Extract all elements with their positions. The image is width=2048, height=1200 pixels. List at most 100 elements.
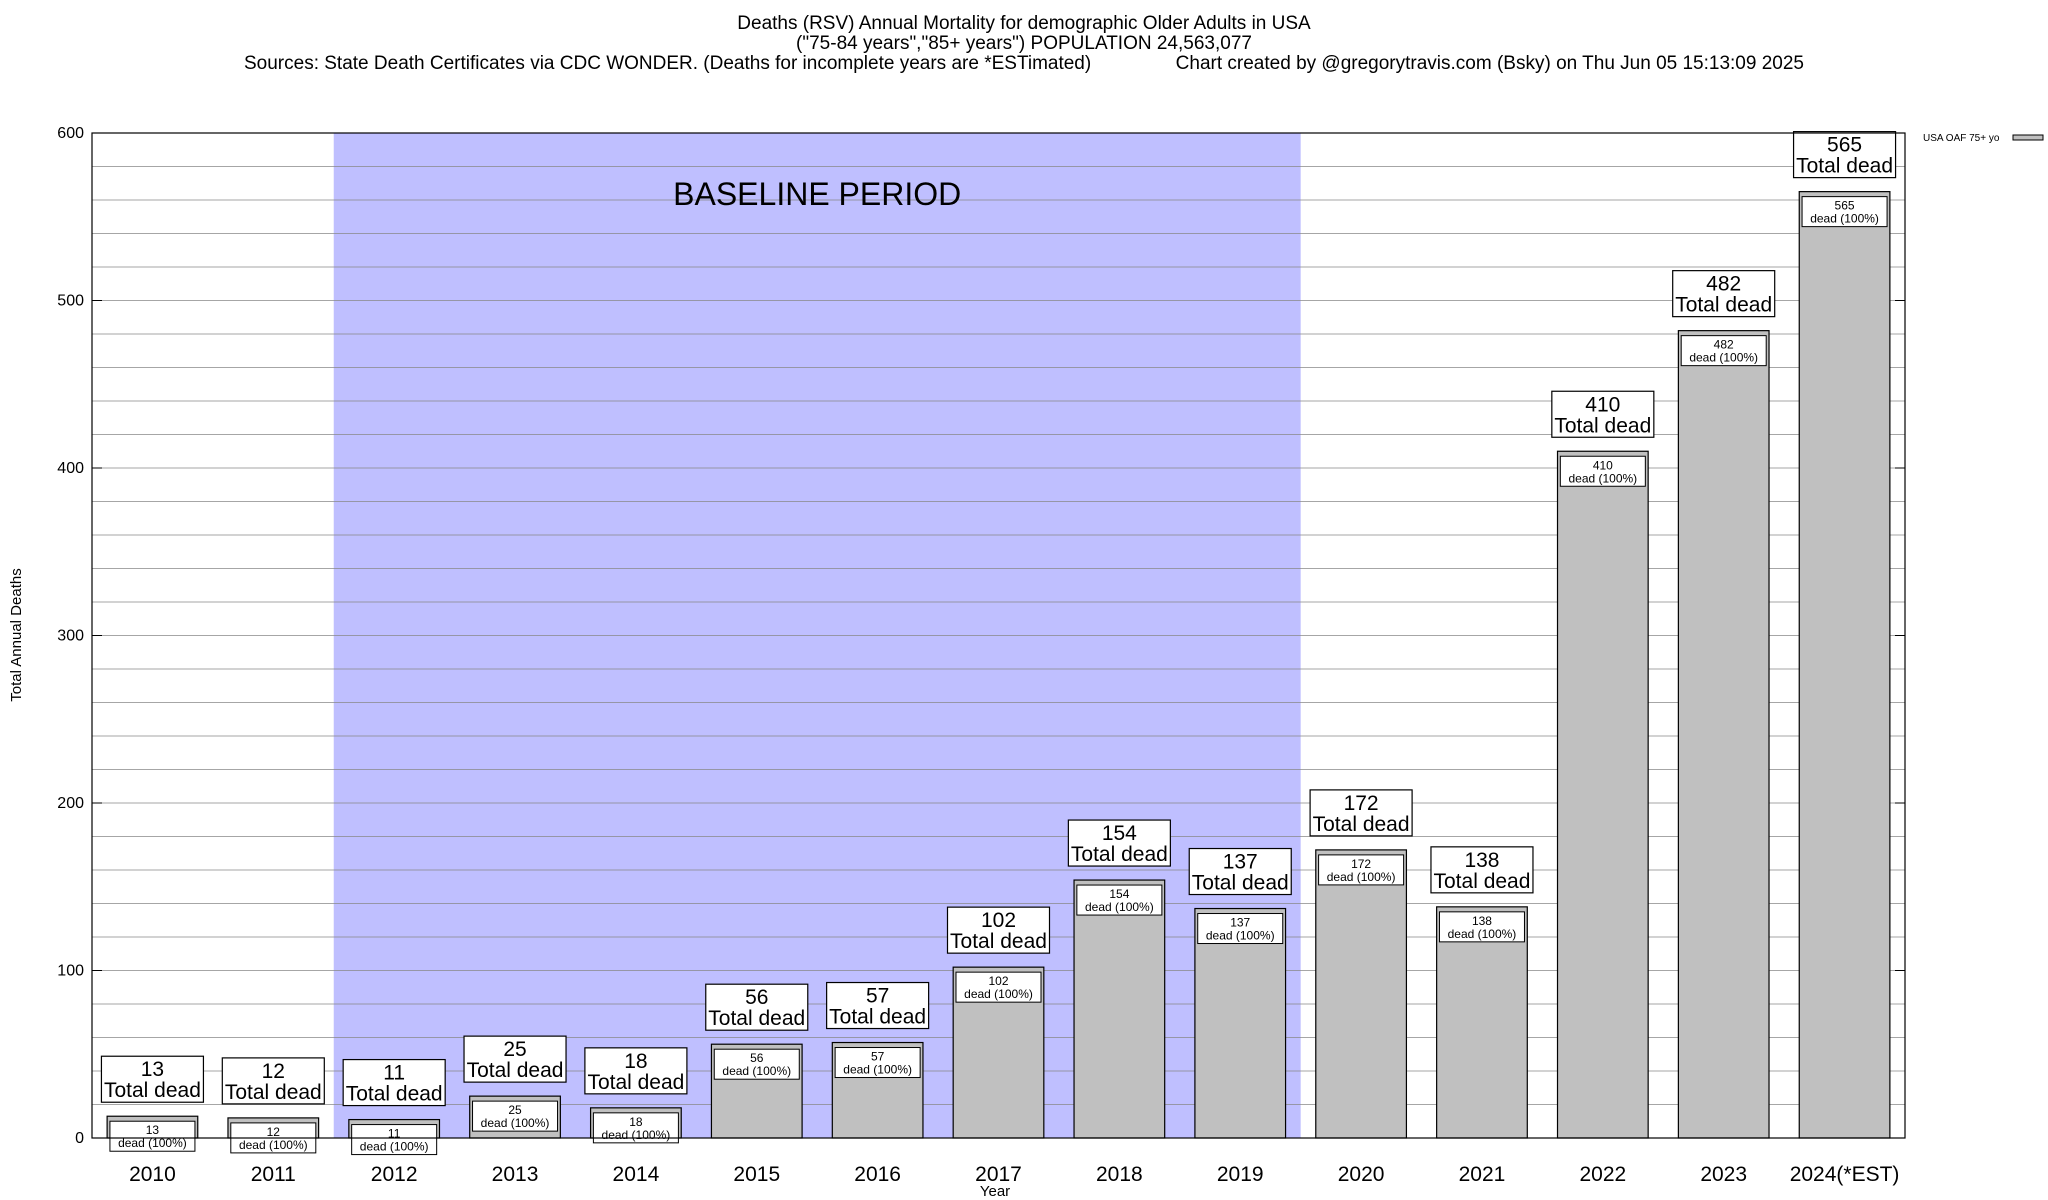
total-dead-label: Total dead	[1554, 414, 1651, 437]
total-label-box	[221, 1057, 325, 1105]
total-value-label: 172	[1344, 792, 1379, 815]
total-dead-label: Total dead	[346, 1083, 443, 1106]
inner-value-label: 11	[388, 1127, 401, 1141]
inner-value-label: 12	[267, 1125, 281, 1139]
bar	[1194, 907, 1287, 1139]
bar	[1436, 906, 1528, 1139]
inner-pct-label: dead (100%)	[1327, 870, 1396, 884]
inner-pct-label: dead (100%)	[1689, 351, 1758, 365]
inner-value-label: 25	[508, 1103, 522, 1117]
total-label-box	[946, 906, 1051, 954]
chart-title-block: Deaths (RSV) Annual Mortality for demogr…	[0, 14, 2048, 74]
chart-sources-credit: Sources: State Death Certificates via CD…	[0, 54, 2048, 74]
total-label-box	[1309, 789, 1413, 837]
inner-value-label: 154	[1109, 887, 1129, 901]
x-tick-label: 2022	[1579, 1163, 1626, 1186]
inner-value-label: 57	[871, 1050, 885, 1064]
total-dead-label: Total dead	[1071, 843, 1168, 866]
inner-value-label: 138	[1472, 914, 1492, 928]
inner-label-box	[834, 1047, 921, 1079]
inner-label-box	[1076, 884, 1163, 916]
inner-pct-label: dead (100%)	[360, 1140, 429, 1154]
total-label-box	[1792, 131, 1897, 179]
total-dead-label: Total dead	[1796, 155, 1893, 178]
inner-label-box	[955, 971, 1042, 1003]
x-tick-label: 2018	[1096, 1163, 1143, 1186]
inner-pct-label: dead (100%)	[722, 1064, 791, 1078]
inner-value-label: 565	[1835, 199, 1855, 213]
total-dead-label: Total dead	[467, 1059, 564, 1082]
total-value-label: 410	[1585, 393, 1620, 416]
inner-pct-label: dead (100%)	[1568, 471, 1637, 485]
legend-swatch	[2012, 134, 2044, 141]
inner-value-label: 102	[988, 974, 1008, 988]
x-tick-label: 2020	[1338, 1163, 1385, 1186]
total-label-box	[342, 1058, 446, 1107]
inner-pct-label: dead (100%)	[1206, 929, 1275, 943]
inner-label-box	[1801, 196, 1888, 228]
inner-label-box	[1197, 913, 1284, 945]
total-label-box	[1430, 846, 1534, 894]
total-label-box	[1672, 270, 1776, 318]
total-value-label: 102	[981, 909, 1016, 932]
total-value-label: 137	[1223, 851, 1258, 874]
total-dead-label: Total dead	[829, 1006, 926, 1029]
x-tick-label: 2015	[733, 1163, 780, 1186]
total-label-box	[584, 1047, 688, 1095]
total-value-label: 11	[383, 1062, 405, 1085]
total-value-label: 18	[624, 1050, 647, 1073]
x-tick-label: 2012	[371, 1163, 418, 1186]
inner-label-box	[109, 1120, 196, 1152]
x-tick-label: 2019	[1217, 1163, 1264, 1186]
total-dead-label: Total dead	[1434, 870, 1531, 893]
chart-credit: Chart created by @gregorytravis.com (Bsk…	[1175, 53, 1804, 74]
inner-pct-label: dead (100%)	[843, 1063, 912, 1077]
total-dead-label: Total dead	[950, 930, 1047, 953]
total-value-label: 13	[141, 1058, 164, 1081]
total-label-box	[1551, 390, 1655, 438]
x-tick-label: 2017	[975, 1163, 1022, 1186]
total-dead-label: Total dead	[587, 1071, 684, 1094]
inner-label-box	[1680, 335, 1767, 367]
total-label-box	[705, 983, 809, 1031]
total-label-box	[1067, 819, 1171, 867]
chart-sources: Sources: State Death Certificates via CD…	[244, 53, 1092, 74]
y-tick-label: 500	[57, 293, 84, 310]
inner-pct-label: dead (100%)	[964, 987, 1033, 1001]
total-value-label: 482	[1706, 273, 1741, 296]
y-axis-title: Total Annual Deaths	[8, 568, 25, 701]
y-tick-label: 300	[57, 628, 84, 645]
y-tick-label: 400	[57, 460, 84, 477]
inner-label-box	[1318, 854, 1405, 886]
total-value-label: 12	[262, 1060, 285, 1083]
inner-pct-label: dead (100%)	[602, 1128, 671, 1142]
x-tick-label: 2016	[854, 1163, 901, 1186]
total-label-box	[1188, 847, 1292, 896]
x-tick-label: 2010	[129, 1163, 176, 1186]
inner-value-label: 410	[1593, 458, 1613, 472]
inner-pct-label: dead (100%)	[1085, 900, 1154, 914]
inner-pct-label: dead (100%)	[1810, 212, 1879, 226]
total-label-box	[100, 1055, 205, 1103]
chart-title: Deaths (RSV) Annual Mortality for demogr…	[737, 13, 1311, 34]
total-label-box	[826, 981, 930, 1030]
x-tick-label: 2011	[251, 1163, 296, 1186]
bar	[1677, 330, 1770, 1139]
baseline-period-label: BASELINE PERIOD	[673, 176, 961, 212]
total-value-label: 56	[745, 986, 768, 1009]
bar	[1798, 191, 1891, 1139]
y-tick-label: 600	[57, 125, 84, 142]
bar	[1315, 849, 1408, 1139]
total-label-box	[463, 1035, 567, 1083]
y-tick-label: 100	[57, 963, 84, 980]
inner-value-label: 13	[146, 1123, 160, 1137]
inner-label-box	[1438, 911, 1525, 943]
inner-value-label: 172	[1351, 857, 1371, 871]
inner-value-label: 482	[1714, 338, 1734, 352]
x-tick-label: 2014	[613, 1163, 660, 1186]
total-dead-label: Total dead	[1192, 872, 1289, 895]
inner-value-label: 137	[1230, 916, 1250, 930]
total-dead-label: Total dead	[708, 1007, 805, 1030]
total-dead-label: Total dead	[225, 1081, 322, 1104]
